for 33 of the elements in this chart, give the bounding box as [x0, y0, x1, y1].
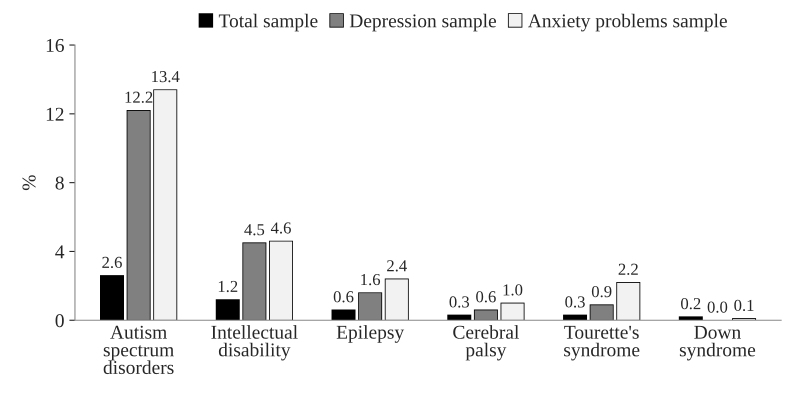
- y-axis-title: %: [22, 175, 36, 190]
- data-label: 0.2: [681, 298, 700, 310]
- legend-label: Total sample: [218, 14, 318, 32]
- data-label: 0.1: [734, 300, 754, 312]
- data-label: 0.6: [476, 291, 496, 302]
- x-tick-label: Tourette's syndrome: [564, 326, 640, 360]
- legend-label: Depression sample: [350, 14, 496, 32]
- data-label: 0.0: [708, 301, 728, 313]
- data-label: 1.0: [504, 284, 522, 296]
- data-label: 13.4: [152, 71, 180, 82]
- x-tick-label: Epilepsy: [336, 325, 404, 343]
- y-tick-label: 8: [56, 176, 64, 190]
- data-label: 4.5: [244, 224, 264, 236]
- x-tick-label: Down syndrome: [680, 326, 756, 360]
- y-tick-label: 12: [46, 108, 64, 121]
- x-tick-label: Autism spectrum disorders: [104, 326, 174, 374]
- data-label: 2.2: [618, 264, 638, 275]
- legend-label: Anxiety problems sample: [528, 14, 727, 32]
- data-label: 4.6: [270, 222, 291, 234]
- y-tick-label: 16: [46, 38, 64, 52]
- data-label: 0.3: [450, 296, 470, 308]
- data-label: 0.9: [592, 286, 612, 298]
- data-label: 12.2: [126, 92, 152, 103]
- data-label: 2.6: [102, 256, 122, 268]
- data-label: 2.4: [387, 260, 407, 272]
- data-label: 1.2: [218, 280, 238, 292]
- x-tick-label: Intellectual disability: [211, 325, 298, 360]
- data-label: 0.3: [565, 296, 585, 308]
- y-tick-label: 0: [56, 314, 64, 328]
- x-tick-label: Cerebral palsy: [453, 325, 519, 360]
- y-tick-label: 4: [55, 245, 64, 258]
- data-label: 1.6: [361, 274, 380, 286]
- data-label: 0.6: [334, 291, 354, 302]
